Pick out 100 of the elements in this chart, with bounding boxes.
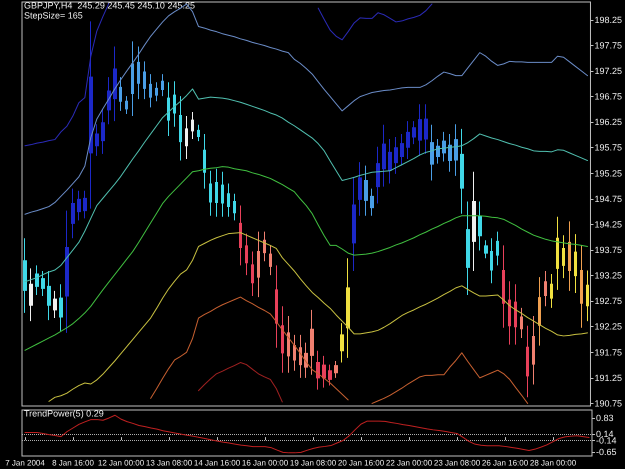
- x-tick-label: 19 Jan 08:00: [290, 458, 337, 468]
- candlestick: [101, 108, 105, 154]
- candlestick: [113, 46, 117, 122]
- candlestick: [310, 309, 314, 376]
- candlestick: [490, 238, 493, 284]
- x-tick-label: 23 Jan 08:00: [434, 458, 481, 468]
- candlestick: [544, 270, 547, 307]
- candlestick: [131, 40, 134, 117]
- line-series: [24, 166, 588, 351]
- candlestick: [532, 315, 535, 386]
- candlestick: [430, 124, 434, 181]
- candlestick: [35, 264, 39, 296]
- candlestick: [245, 233, 248, 276]
- candlestick: [65, 210, 69, 334]
- candlestick: [209, 170, 212, 216]
- candlestick: [227, 183, 230, 218]
- candlestick: [448, 133, 452, 172]
- candlestick: [412, 120, 416, 145]
- candlestick: [394, 136, 398, 174]
- candlestick: [287, 315, 290, 374]
- text: StepSize= 165: [24, 10, 83, 20]
- candlestick: [89, 20, 93, 210]
- candlestick: [149, 74, 152, 108]
- candlestick: [77, 190, 81, 221]
- candlestick: [167, 82, 170, 136]
- x-tick-label: 28 Jan 00:00: [530, 458, 577, 468]
- candlestick: [304, 342, 308, 378]
- candlestick: [275, 264, 278, 348]
- y-tick-label: 194.25: [594, 219, 622, 230]
- candlestick: [436, 138, 440, 164]
- candlestick: [41, 270, 45, 297]
- candlestick: [442, 131, 446, 162]
- candlestick: [257, 231, 260, 298]
- y-tick-label: 198.25: [594, 14, 622, 25]
- y-tick-label: 197.25: [594, 66, 622, 76]
- candlestick: [233, 193, 236, 221]
- candlestick: [520, 307, 523, 338]
- candlestick: [155, 82, 158, 102]
- candlestick: [526, 325, 529, 398]
- candlestick: [269, 244, 272, 276]
- candlestick: [322, 355, 326, 388]
- candlestick: [460, 128, 464, 214]
- candlestick: [400, 133, 404, 166]
- candlestick: [215, 168, 218, 218]
- candlestick: [53, 290, 57, 319]
- candlestick: [382, 124, 386, 188]
- candlestick: [328, 364, 332, 386]
- candlestick: [23, 238, 27, 314]
- candlestick: [562, 234, 565, 279]
- candlestick: [191, 111, 194, 140]
- y-tick-label: 195.75: [594, 142, 622, 153]
- candlestick: [496, 231, 499, 266]
- candlestick: [203, 133, 206, 190]
- candlestick: [251, 251, 254, 297]
- x-tick-label: 12 Jan 00:00: [98, 458, 145, 468]
- candlestick: [185, 116, 188, 160]
- candlestick: [71, 188, 75, 239]
- candlestick: [47, 270, 51, 321]
- candlestick: [334, 360, 338, 378]
- candlestick: [556, 216, 559, 290]
- candlestick: [83, 190, 87, 219]
- x-tick-label: 8 Jan 16:00: [52, 458, 94, 468]
- candlestick: [538, 276, 541, 346]
- x-tick-label: 26 Jan 16:00: [482, 458, 529, 468]
- candlestick: [119, 76, 122, 112]
- y-tick-label: 197.75: [594, 40, 622, 50]
- candlestick: [484, 240, 488, 259]
- candlestick: [29, 268, 33, 322]
- line-series: [24, 88, 588, 282]
- chart-title: TrendPower(5) 0.29: [24, 408, 104, 418]
- candlestick: [125, 96, 128, 114]
- candlestick: [95, 124, 99, 156]
- candlestick: [293, 334, 296, 372]
- x-tick-label: 13 Jan 08:00: [146, 458, 193, 468]
- candlestick: [364, 165, 368, 216]
- candlestick: [472, 171, 476, 272]
- candlestick: [59, 284, 63, 332]
- y-tick-label: 192.25: [594, 322, 622, 332]
- y-tick-label: 193.25: [594, 270, 622, 281]
- x-tick-label: 22 Jan 00:00: [386, 458, 433, 468]
- candlestick: [550, 274, 553, 308]
- y-tick-label: 0.83: [596, 413, 614, 424]
- candlestick: [316, 350, 320, 390]
- candlestick: [299, 334, 302, 378]
- candlestick: [161, 74, 164, 97]
- candlestick: [466, 200, 470, 296]
- candlestick: [107, 76, 111, 125]
- candlestick: [143, 60, 146, 100]
- candlestick: [388, 138, 392, 184]
- line-series: [48, 232, 588, 402]
- y-tick-label: -0.65: [596, 446, 617, 457]
- candlestick: [358, 162, 362, 216]
- candlestick: [221, 171, 224, 218]
- candlestick: [454, 124, 458, 176]
- candlestick: [586, 270, 589, 322]
- candlestick: [346, 258, 350, 358]
- y-tick-label: 191.75: [594, 347, 622, 358]
- candlestick: [340, 322, 344, 364]
- candlestick: [370, 188, 374, 216]
- line-series: [198, 362, 283, 402]
